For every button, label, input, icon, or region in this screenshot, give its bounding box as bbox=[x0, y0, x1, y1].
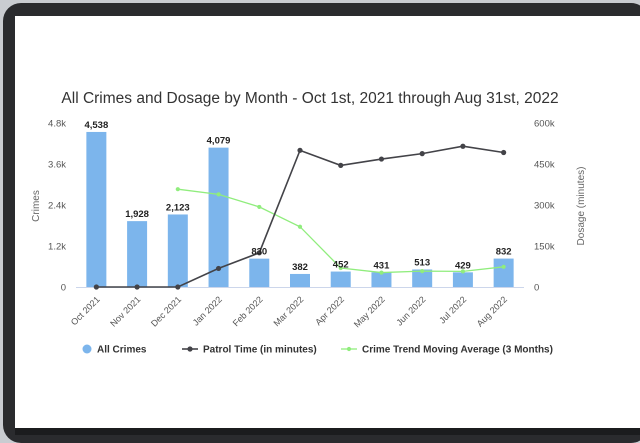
chart-screen bbox=[15, 16, 640, 428]
x-axis-ticks: Oct 2021 Nov 2021 Dec 2021 Jan 2022 Feb 2022… bbox=[69, 294, 509, 329]
x-tick-label: Oct 2021 bbox=[69, 294, 102, 327]
bar-value-label: 429 bbox=[455, 260, 471, 271]
x-tick-label: Jun 2022 bbox=[394, 294, 427, 327]
bar-value-label: 2,123 bbox=[166, 202, 190, 213]
moving-average-point[interactable] bbox=[216, 192, 221, 197]
x-tick-label: Jul 2022 bbox=[437, 294, 468, 325]
patrol-time-point[interactable] bbox=[297, 147, 303, 153]
crime-bar[interactable] bbox=[493, 258, 514, 287]
left-tick-label: 3.6k bbox=[48, 160, 66, 171]
chart-title: All Crimes and Dosage by Month - Oct 1st… bbox=[61, 90, 558, 107]
x-tick-label: Mar 2022 bbox=[271, 294, 305, 328]
x-tick-label: Aug 2022 bbox=[475, 294, 509, 328]
left-axis-title: Crimes bbox=[31, 190, 42, 222]
bar-value-label: 431 bbox=[374, 260, 391, 271]
crime-bar[interactable] bbox=[330, 271, 351, 287]
moving-average-point[interactable] bbox=[297, 224, 303, 229]
bar-value-label: 1,928 bbox=[125, 209, 149, 220]
patrol-time-point[interactable] bbox=[501, 149, 507, 156]
patrol-time-point[interactable] bbox=[460, 143, 466, 149]
crime-bar[interactable] bbox=[452, 272, 473, 287]
patrol-time-point[interactable] bbox=[175, 284, 181, 290]
right-axis-ticks: 0 150k 300k 450k 600k bbox=[534, 119, 555, 294]
patrol-time-point[interactable] bbox=[338, 162, 344, 168]
right-tick-label: 450k bbox=[534, 160, 555, 171]
moving-average-point[interactable] bbox=[338, 265, 343, 271]
patrol-time-point[interactable] bbox=[215, 265, 222, 272]
bar-value-label: 4,079 bbox=[207, 136, 231, 147]
left-tick-label: 4.8k bbox=[48, 119, 66, 130]
crime-bar[interactable] bbox=[290, 273, 310, 287]
left-axis-ticks: 0 1.2k 2.4k 3.6k 4.8k bbox=[48, 119, 66, 294]
left-tick-label: 2.4k bbox=[48, 201, 66, 212]
bar-value-label: 452 bbox=[333, 260, 349, 271]
x-tick-label: Dec 2021 bbox=[149, 294, 183, 328]
crime-bar[interactable] bbox=[127, 221, 148, 287]
bar-value-label: 382 bbox=[292, 262, 308, 273]
legend-moving-average[interactable]: Crime Trend Moving Average (3 Months) bbox=[362, 345, 553, 356]
x-tick-label: May 2022 bbox=[352, 294, 387, 329]
right-tick-label: 150k bbox=[534, 242, 555, 253]
bar-value-label: 830 bbox=[251, 247, 267, 258]
data-labels: 4,538 1,928 2,123 4,079 830 382 452 431 513 429 83… bbox=[84, 120, 511, 273]
bar-value-label: 4,538 bbox=[84, 120, 108, 131]
left-tick-label: 1.2k bbox=[48, 242, 66, 253]
bar-value-label: 513 bbox=[414, 257, 430, 268]
right-tick-label: 300k bbox=[534, 201, 555, 212]
crime-bar[interactable] bbox=[208, 147, 229, 287]
line-series bbox=[93, 143, 507, 290]
x-tick-label: Apr 2022 bbox=[313, 294, 346, 327]
x-tick-label: Feb 2022 bbox=[231, 294, 265, 328]
moving-average-point[interactable] bbox=[175, 187, 180, 192]
bar-series bbox=[86, 131, 514, 287]
right-tick-label: 600k bbox=[534, 119, 555, 130]
patrol-time-point[interactable] bbox=[93, 284, 99, 290]
crime-bar[interactable] bbox=[371, 272, 392, 287]
moving-average-point[interactable] bbox=[460, 269, 466, 274]
legend-average-marker bbox=[346, 346, 352, 352]
crime-bar[interactable] bbox=[249, 258, 270, 287]
crime-bar[interactable] bbox=[412, 269, 433, 287]
right-tick-label: 0 bbox=[534, 283, 539, 294]
patrol-time-point[interactable] bbox=[419, 151, 425, 157]
legend-all-crimes[interactable]: All Crimes bbox=[97, 345, 147, 356]
legend-patrol-time[interactable]: Patrol Time (in minutes) bbox=[203, 345, 317, 356]
legend: All Crimes Patrol Time (in minutes) Crime … bbox=[82, 344, 553, 356]
patrol-time-point[interactable] bbox=[134, 284, 140, 290]
left-tick-label: 0 bbox=[61, 283, 66, 294]
moving-average-point[interactable] bbox=[420, 269, 425, 274]
legend-patrol-marker bbox=[187, 346, 193, 352]
x-tick-label: Jan 2022 bbox=[191, 294, 224, 327]
patrol-time-point[interactable] bbox=[378, 156, 385, 162]
device-bezel-bottom bbox=[15, 428, 640, 435]
right-axis-title: Dosage (minutes) bbox=[576, 167, 587, 246]
legend-bar-marker bbox=[82, 344, 92, 354]
bar-value-label: 832 bbox=[496, 247, 512, 258]
patrol-time-point[interactable] bbox=[256, 250, 262, 256]
moving-average-point[interactable] bbox=[379, 270, 384, 275]
x-tick-label: Nov 2021 bbox=[108, 294, 142, 328]
crime-bar[interactable] bbox=[86, 131, 107, 287]
moving-average-point[interactable] bbox=[501, 264, 506, 269]
crime-bar[interactable] bbox=[167, 214, 188, 287]
moving-average-point[interactable] bbox=[257, 204, 262, 210]
